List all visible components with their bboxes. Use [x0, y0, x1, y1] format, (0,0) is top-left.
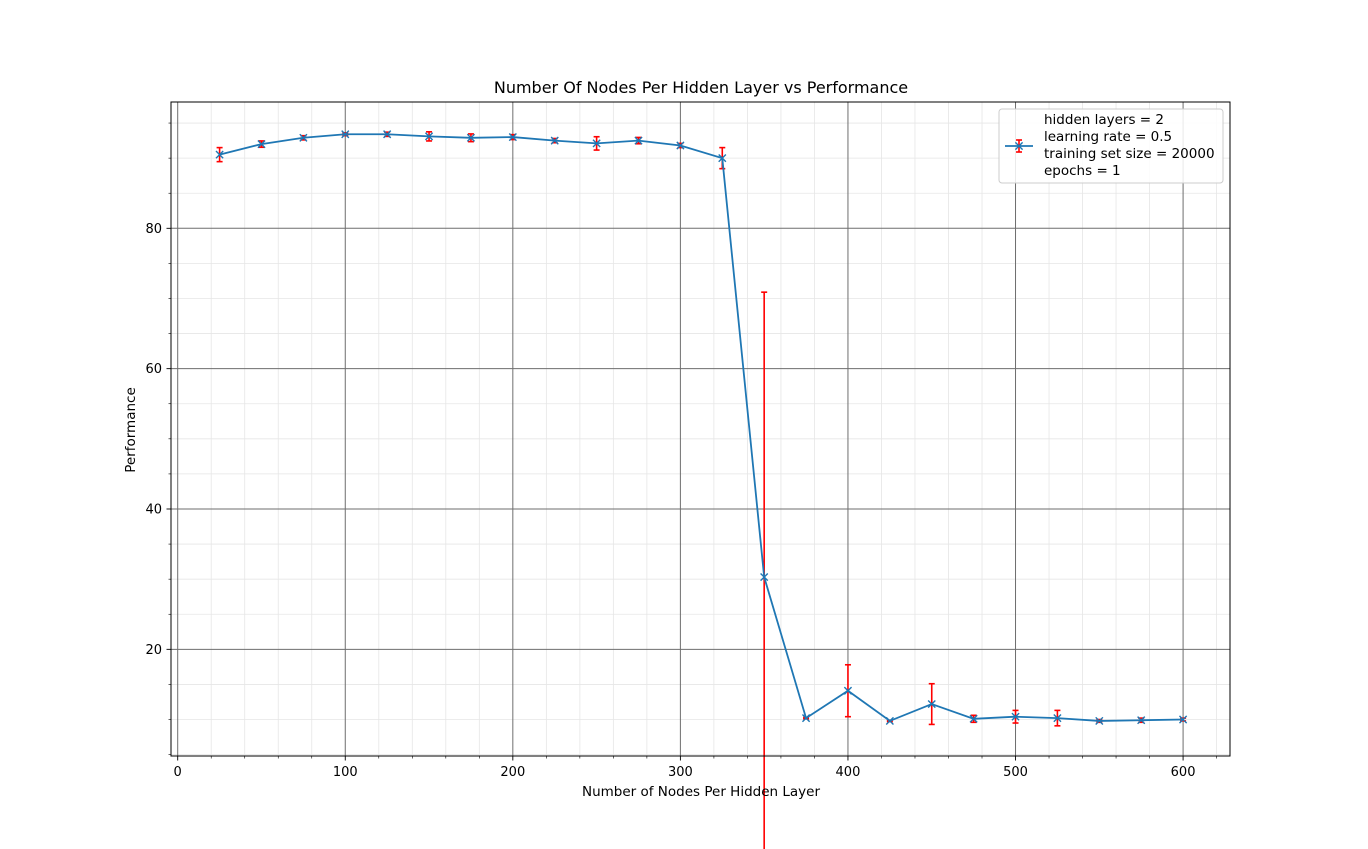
x-tick-label: 100	[333, 765, 358, 780]
y-tick-label: 40	[145, 502, 162, 517]
legend-line-training-set-size: training set size = 20000	[1044, 146, 1215, 162]
data-point-marker	[257, 140, 266, 149]
data-point-marker	[760, 572, 769, 582]
plot-area	[170, 101, 1231, 849]
legend-handle	[1005, 139, 1033, 153]
data-point-marker	[466, 133, 476, 142]
data-point-marker	[801, 714, 811, 723]
data-point-marker	[927, 699, 936, 709]
x-tick-label: 400	[836, 765, 861, 780]
y-tick-label: 20	[145, 643, 162, 658]
data-point-marker	[634, 136, 643, 145]
legend-handle-marker	[1014, 141, 1024, 151]
chart-title: Number Of Nodes Per Hidden Layer vs Perf…	[494, 78, 908, 97]
data-point-marker	[718, 154, 727, 163]
x-tick-label: 500	[1003, 765, 1028, 780]
legend-line-learning-rate: learning rate = 0.5	[1044, 129, 1172, 145]
y-axis: 20 40 60 80	[145, 122, 171, 755]
data-point-marker	[843, 686, 853, 695]
y-axis-label: Performance	[123, 387, 139, 473]
legend: hidden layers = 2 learning rate = 0.5 tr…	[998, 108, 1224, 184]
minor-grid	[171, 102, 1230, 756]
legend-line-hidden-layers: hidden layers = 2	[1044, 112, 1164, 128]
y-tick-label: 60	[145, 362, 162, 377]
data-point-marker	[383, 130, 392, 139]
data-point-marker	[676, 141, 685, 150]
data-point-marker	[550, 136, 559, 145]
major-grid	[171, 102, 1230, 756]
data-point-marker	[885, 716, 894, 726]
data-point-marker	[1095, 716, 1104, 726]
data-point-marker	[1178, 715, 1188, 724]
x-axis-label: Number of Nodes Per Hidden Layer	[582, 784, 820, 800]
plot-frame	[170, 101, 1231, 757]
x-tick-label: 200	[500, 765, 525, 780]
legend-line-epochs: epochs = 1	[1044, 163, 1121, 179]
data-point-marker	[1137, 716, 1146, 725]
data-point-marker	[969, 714, 978, 723]
y-tick-label: 80	[145, 222, 162, 237]
data-point-marker	[215, 150, 224, 159]
legend-box	[998, 108, 1224, 184]
data-point-marker	[299, 133, 308, 142]
x-tick-label: 300	[668, 765, 693, 780]
data-point-marker	[1053, 714, 1062, 723]
data-point-marker	[341, 130, 350, 139]
data-point-marker	[1011, 712, 1020, 721]
series-markers	[215, 130, 1188, 726]
data-point-marker	[592, 139, 601, 148]
x-axis: 0 100 200 300 400 500 600	[174, 756, 1217, 780]
series-line	[219, 133, 1184, 722]
data-point-marker	[508, 132, 517, 142]
x-tick-label: 0	[174, 765, 182, 780]
data-point-marker	[424, 132, 434, 141]
x-tick-label: 600	[1171, 765, 1196, 780]
